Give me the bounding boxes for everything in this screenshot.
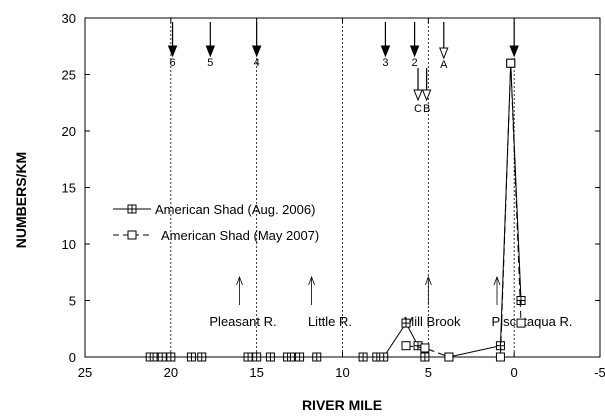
y-tick-label: 10 <box>62 237 76 252</box>
station-label: 3 <box>382 57 388 69</box>
station-label: 4 <box>254 57 260 69</box>
station-arrow: B <box>421 68 432 115</box>
data-point <box>401 341 411 351</box>
legend-marker-aug-2006 <box>127 204 137 214</box>
station-arrowhead <box>413 89 423 102</box>
station-arrow <box>509 22 519 58</box>
annotation: Mill Brook <box>403 275 461 329</box>
data-point <box>312 352 322 362</box>
station-arrow: 2 <box>409 22 420 69</box>
station-label: A <box>440 59 448 71</box>
station-arrow: 6 <box>167 22 178 69</box>
data-point <box>295 352 305 362</box>
station-arrow: 5 <box>205 22 216 69</box>
x-tick-label: 0 <box>511 365 518 380</box>
station-arrowhead <box>439 47 449 60</box>
y-tick-label: 5 <box>69 294 76 309</box>
y-axis-label: NUMBERS/KM <box>13 152 29 248</box>
data-point <box>516 318 526 328</box>
annotation-label: Pleasant R. <box>209 314 276 329</box>
data-point <box>506 58 516 68</box>
station-arrowhead <box>509 45 519 58</box>
station-arrow: 4 <box>251 22 262 69</box>
annotation-arrowhead <box>424 275 432 286</box>
data-point <box>420 352 430 362</box>
y-tick-label: 25 <box>62 68 76 83</box>
annotation-label: Little R. <box>308 314 352 329</box>
grid <box>170 18 515 357</box>
annotation-label: Piscataqua R. <box>492 314 573 329</box>
data-point <box>358 352 368 362</box>
x-tick-label: 5 <box>425 365 432 380</box>
x-axis-label: RIVER MILE <box>302 397 382 413</box>
legend-label-aug-2006: American Shad (Aug. 2006) <box>155 202 315 217</box>
x-tick-label: 15 <box>249 365 263 380</box>
data-point <box>495 352 505 362</box>
station-label: 6 <box>169 57 175 69</box>
y-tick-label: 0 <box>69 350 76 365</box>
station-arrowhead <box>167 45 178 58</box>
station-label: 5 <box>207 57 213 69</box>
y-tick-label: 15 <box>62 181 76 196</box>
station-arrowhead <box>409 45 420 58</box>
x-tick-label: -5 <box>594 365 605 380</box>
legend-label-may-2007: American Shad (May 2007) <box>161 228 319 243</box>
annotation-arrowhead <box>308 275 315 286</box>
x-tick-label: 10 <box>335 365 349 380</box>
station-arrowhead <box>421 89 432 102</box>
series-may-2007 <box>401 58 526 362</box>
x-tick-label: 25 <box>78 365 92 380</box>
station-arrow: C <box>413 68 423 115</box>
series-layer <box>145 58 526 362</box>
x-tick-labels: 25 20 15 10 5 0 -5 <box>78 365 605 380</box>
data-point <box>186 352 196 362</box>
annotation: Piscataqua R. <box>492 275 573 329</box>
legend-marker-may-2007 <box>127 230 137 240</box>
annotation: Little R. <box>308 275 352 329</box>
annotation-arrowhead <box>493 275 501 286</box>
y-tick-labels: 0 5 10 15 20 25 30 <box>62 11 76 365</box>
annotation-label: Mill Brook <box>403 314 461 329</box>
annotations: Pleasant R. Little R. Mill Brook Piscataqua… <box>209 275 573 329</box>
station-arrowhead <box>251 45 262 58</box>
data-point <box>166 352 176 362</box>
station-label: C <box>414 103 422 115</box>
data-point <box>516 296 526 305</box>
data-point <box>420 343 430 353</box>
data-point <box>157 352 167 362</box>
data-point <box>265 352 275 362</box>
station-label: 2 <box>412 57 418 69</box>
data-point <box>197 352 207 362</box>
station-arrows: 6 5 4 3 2 A C B <box>167 22 519 115</box>
annotation-arrowhead <box>236 275 243 286</box>
y-tick-label: 20 <box>62 124 76 139</box>
x-tick-label: 20 <box>164 365 178 380</box>
annotation: Pleasant R. <box>209 275 277 329</box>
y-tick-label: 30 <box>62 11 76 26</box>
station-arrow: 3 <box>380 22 391 69</box>
station-arrow: A <box>439 22 449 71</box>
legend: American Shad (Aug. 2006) American Shad … <box>113 202 319 243</box>
data-point <box>379 352 389 362</box>
station-arrowhead <box>380 45 391 58</box>
data-point <box>243 352 253 362</box>
station-label: B <box>423 103 430 115</box>
station-arrowhead <box>205 45 216 58</box>
data-point <box>401 318 411 328</box>
data-point <box>252 352 262 362</box>
data-point <box>444 352 454 362</box>
